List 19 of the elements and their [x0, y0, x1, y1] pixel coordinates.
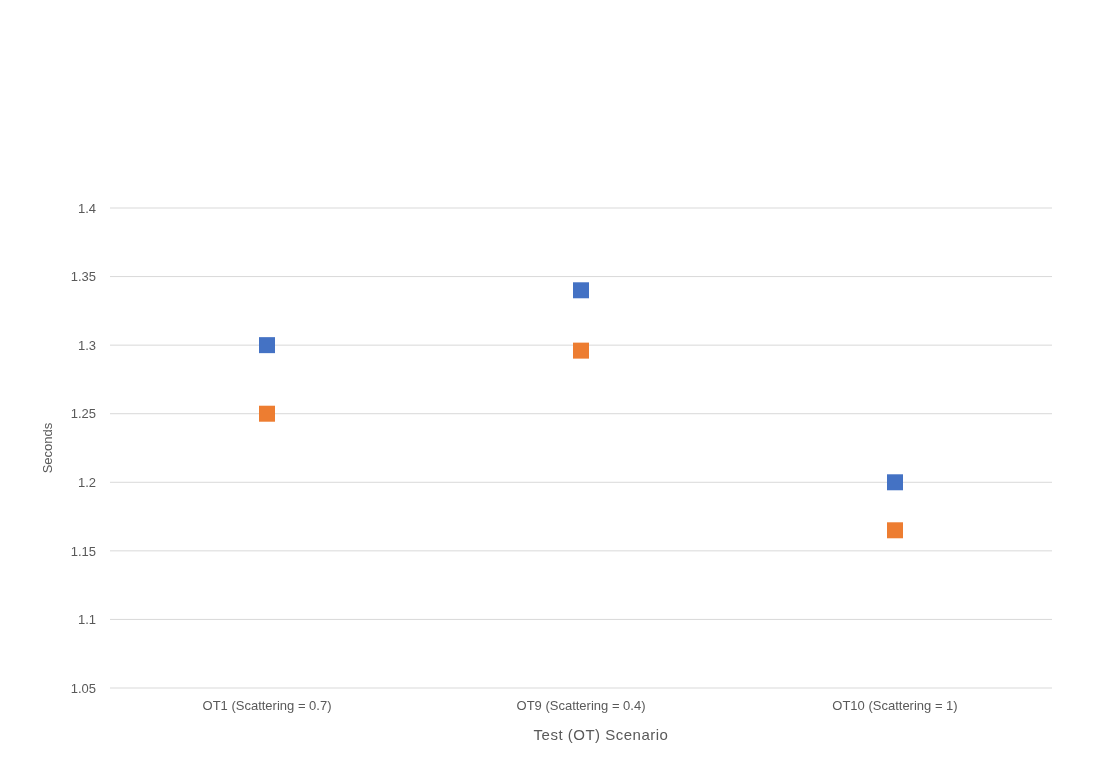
- x-tick-label: OT1 (Scattering = 0.7): [202, 698, 332, 714]
- y-tick-label: 1.35: [70, 269, 96, 285]
- point: [887, 474, 903, 491]
- point: [573, 342, 589, 359]
- x-tick-label: OT9 (Scattering = 0.4): [516, 698, 646, 714]
- y-tick-label: 1.15: [70, 543, 96, 559]
- x-axis-title: Test (OT) Scenario: [533, 726, 669, 743]
- point: [259, 337, 275, 354]
- y-tick-label: 1.3: [77, 337, 96, 353]
- x-tick-label: OT10 (Scattering = 1): [832, 698, 958, 714]
- y-axis-title: Seconds: [40, 422, 55, 474]
- point: [573, 282, 589, 299]
- y-tick-label: 1.25: [70, 406, 96, 422]
- point: [887, 522, 903, 539]
- y-tick-label: 1.4: [77, 200, 96, 216]
- y-tick-label: 1.2: [77, 474, 96, 490]
- point: [259, 405, 275, 422]
- y-tick-label: 1.1: [77, 612, 96, 628]
- y-tick-label: 1.05: [70, 680, 96, 696]
